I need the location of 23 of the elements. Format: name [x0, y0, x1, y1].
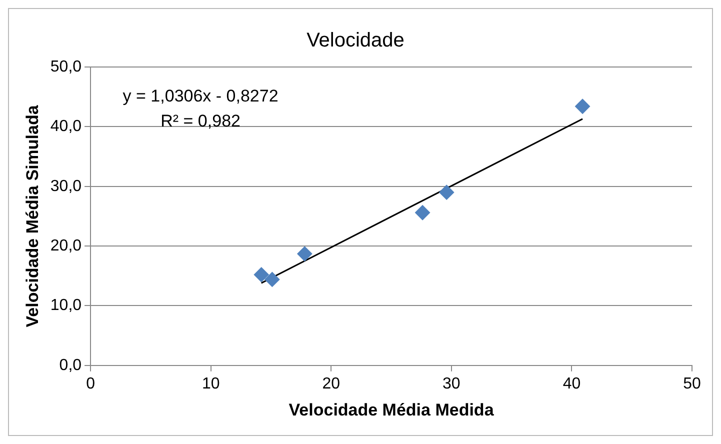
annotation: y = 1,0306x - 0,8272 — [122, 86, 278, 106]
y-tick-label: 10,0 — [50, 297, 82, 314]
y-tick-label: 40,0 — [50, 118, 82, 136]
annotation: R² = 0,982 — [160, 112, 240, 131]
point — [264, 272, 280, 287]
x-tick-label: 40 — [562, 375, 581, 392]
y-tick-label: 30,0 — [50, 178, 82, 195]
x-tick-label: 20 — [322, 375, 340, 392]
point — [439, 184, 454, 200]
y-axis-title: Velocidade Média Simulada — [22, 104, 42, 328]
x-tick-label: 50 — [683, 375, 701, 392]
point — [297, 246, 312, 262]
point — [575, 98, 590, 114]
y-tick-label: 20,0 — [50, 237, 82, 254]
x-tick-label: 10 — [202, 375, 220, 392]
point — [254, 267, 269, 282]
chart-title: Velocidade — [306, 30, 404, 52]
x-axis-title: Velocidade Média Medida — [288, 400, 494, 420]
y-tick-label: 0,0 — [59, 356, 82, 374]
y-tick-label: 50,0 — [50, 58, 82, 76]
x-tick-label: 30 — [442, 375, 460, 392]
point — [415, 205, 430, 220]
x-tick-label: 0 — [86, 375, 96, 392]
